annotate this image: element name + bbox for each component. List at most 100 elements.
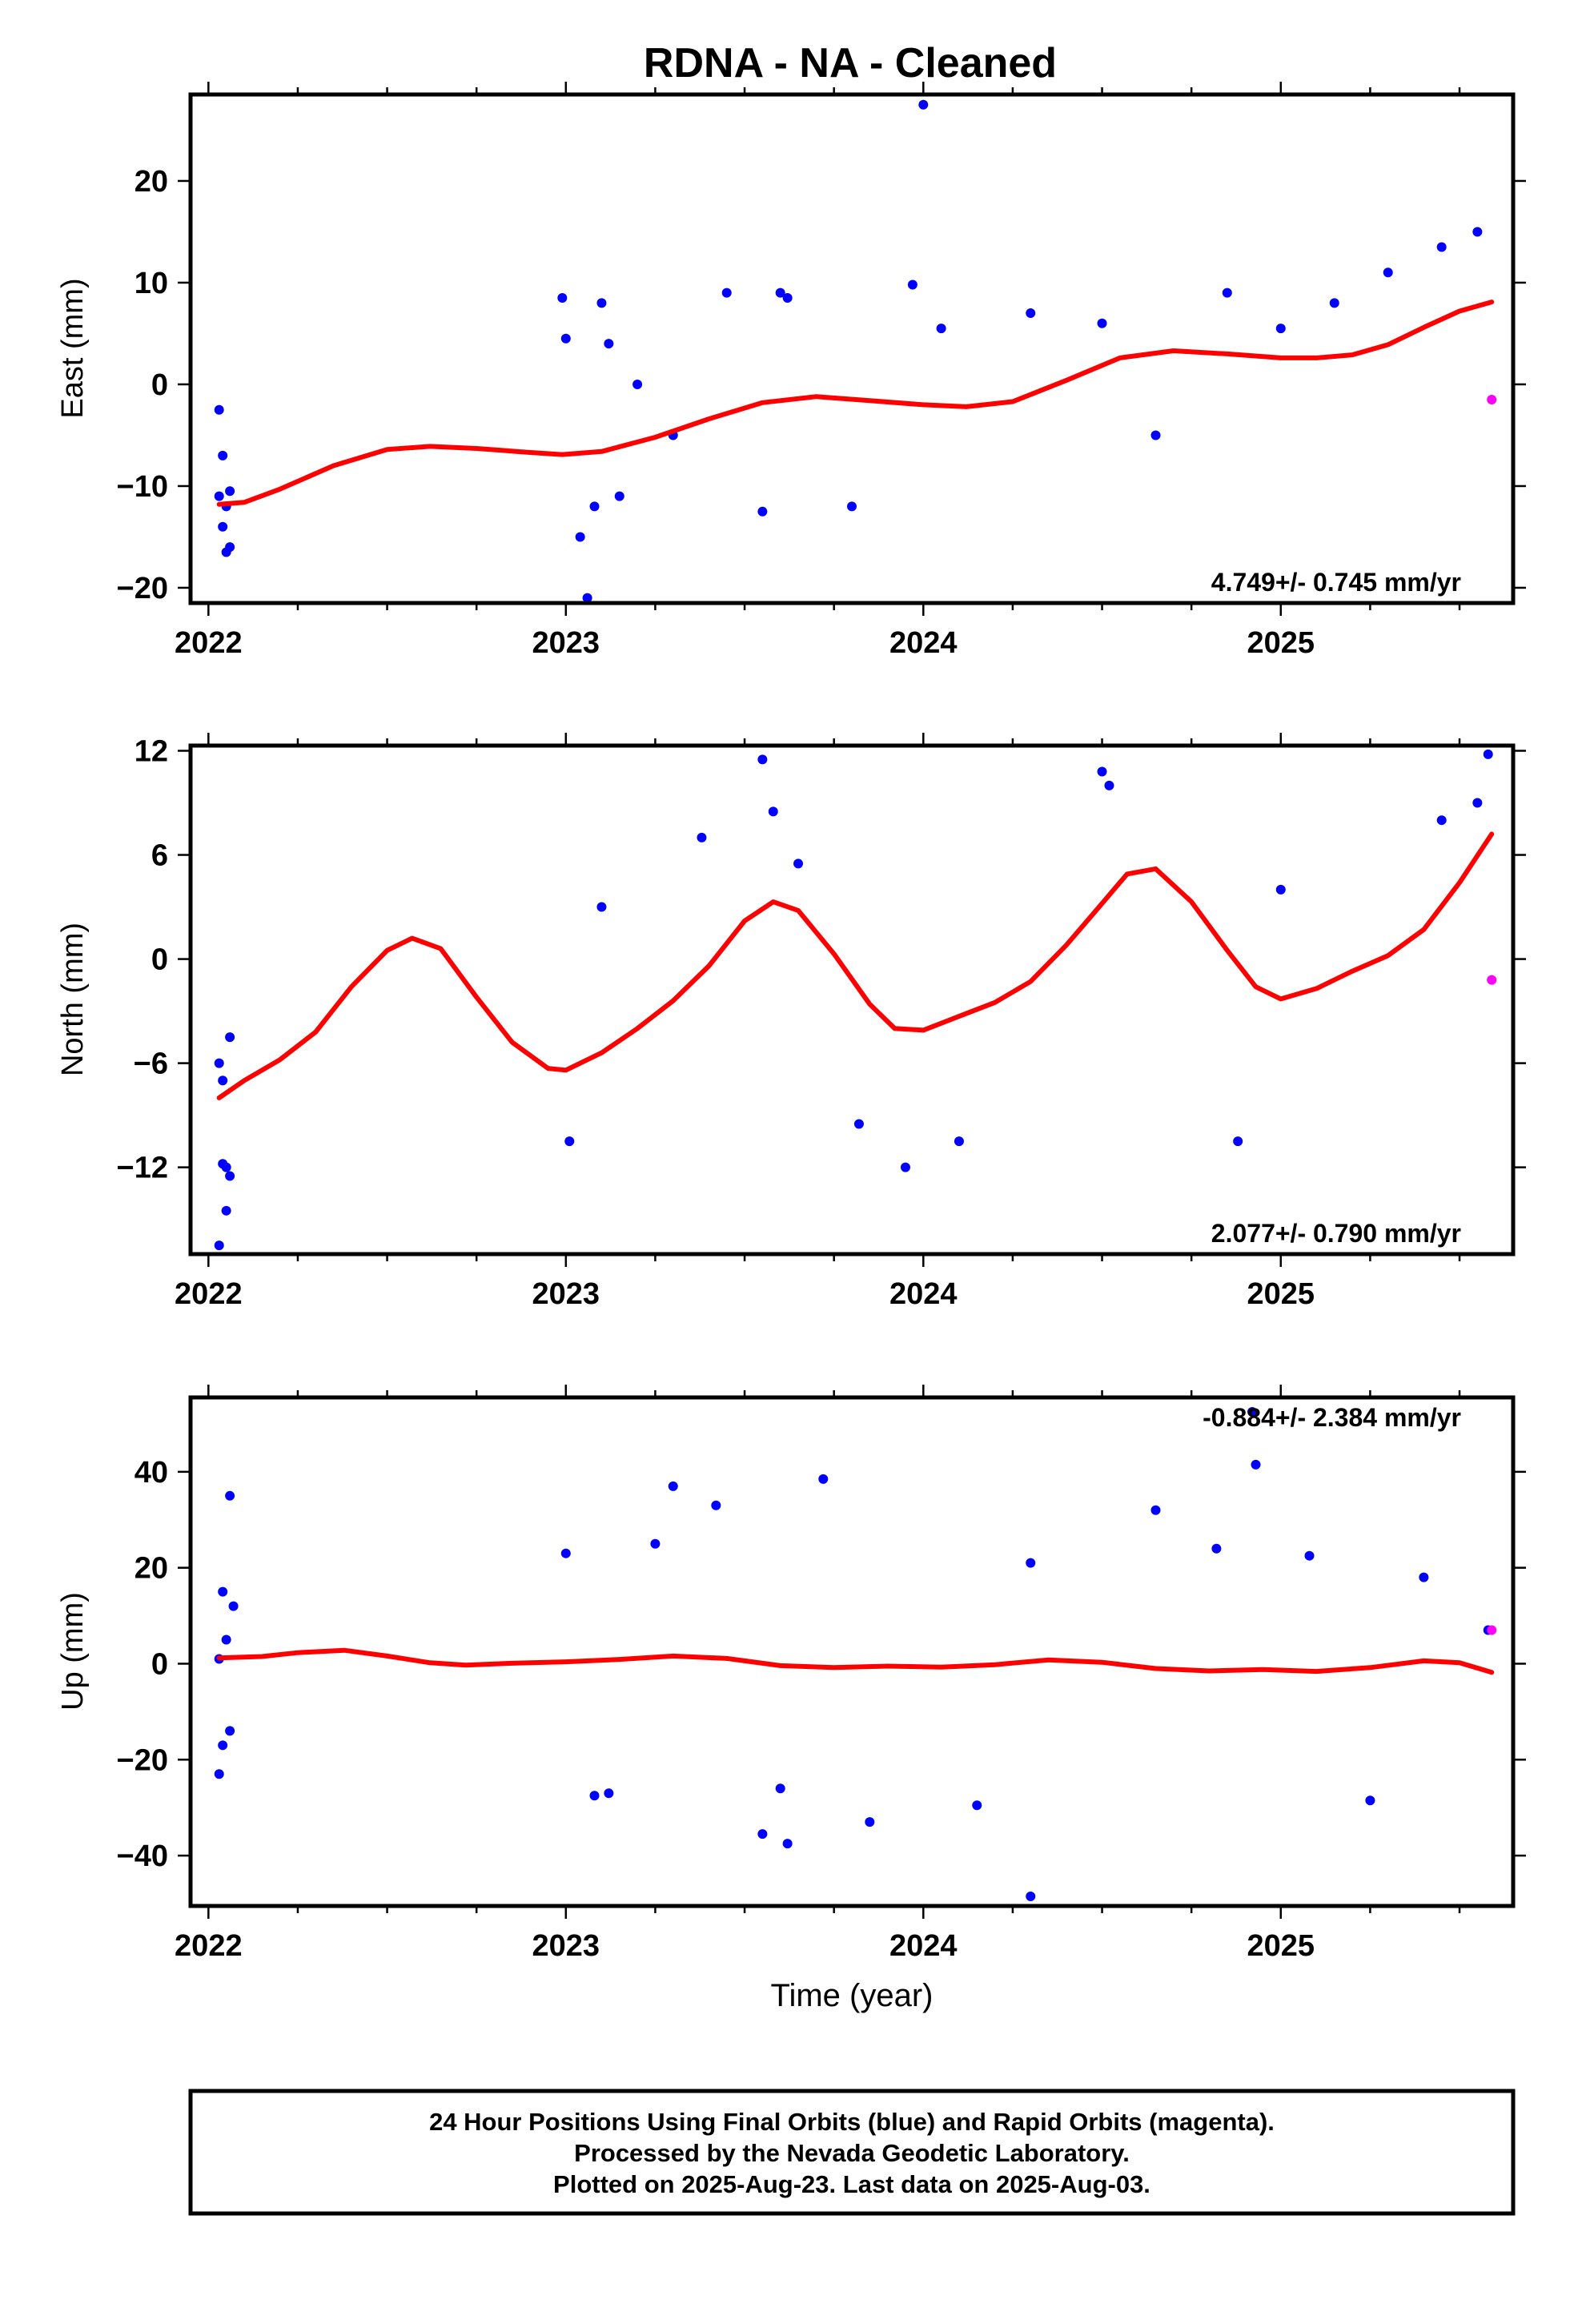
final-orbit-point bbox=[1383, 267, 1393, 278]
final-orbit-point bbox=[614, 491, 624, 501]
north-rate-text: 2.077+/- 0.790 mm/yr bbox=[1211, 1219, 1461, 1248]
final-orbit-point bbox=[697, 832, 707, 842]
east-data bbox=[214, 99, 1497, 603]
north-ticks bbox=[178, 733, 1526, 1267]
final-orbit-point bbox=[768, 806, 778, 817]
final-orbit-point bbox=[865, 1817, 875, 1827]
final-orbit-point bbox=[900, 1162, 910, 1172]
rapid-orbit-point bbox=[1487, 1625, 1497, 1635]
final-orbit-point bbox=[907, 279, 917, 290]
final-orbit-point bbox=[1483, 749, 1493, 759]
east-panel: 2022 2023 2024 2025 −20 −10 0 10 20 East (mm) 4.… bbox=[56, 82, 1526, 660]
x-tick-label: 2022 bbox=[175, 1277, 243, 1311]
y-tick-label: 20 bbox=[135, 165, 168, 199]
final-orbit-point bbox=[954, 1136, 964, 1147]
up-panel: 2022 2023 2024 2025 −40 −20 0 20 40 Up (mm) -0.8… bbox=[56, 1385, 1526, 1963]
final-orbit-point bbox=[214, 491, 224, 501]
x-tick-label: 2024 bbox=[889, 1277, 958, 1311]
rapid-orbit-point bbox=[1487, 975, 1497, 985]
final-orbit-point bbox=[604, 339, 614, 349]
up-data bbox=[214, 1406, 1497, 1902]
final-orbit-point bbox=[214, 1058, 224, 1068]
north-frame bbox=[188, 743, 1516, 1256]
final-orbit-point bbox=[560, 333, 571, 344]
final-orbit-point bbox=[1329, 298, 1339, 308]
final-orbit-point bbox=[775, 1783, 785, 1794]
final-orbit-point bbox=[564, 1136, 575, 1147]
x-tick-label: 2023 bbox=[532, 1929, 600, 1963]
final-orbit-point bbox=[228, 1601, 239, 1611]
final-orbit-point bbox=[757, 1829, 768, 1839]
final-orbit-point bbox=[1097, 766, 1107, 777]
final-orbit-point bbox=[775, 287, 785, 298]
caption-box bbox=[188, 2089, 1516, 2216]
rapid-orbit-points bbox=[1487, 395, 1497, 404]
final-orbit-point bbox=[757, 506, 768, 517]
final-orbit-point bbox=[1104, 780, 1114, 790]
east-axis-label: East (mm) bbox=[56, 278, 90, 418]
caption-line-1: 24 Hour Positions Using Final Orbits (bl… bbox=[429, 2108, 1275, 2136]
y-tick-label: −20 bbox=[117, 572, 168, 605]
rapid-orbit-point bbox=[1487, 395, 1497, 404]
final-orbit-point bbox=[225, 542, 235, 553]
final-orbit-point bbox=[782, 1839, 793, 1849]
y-tick-label: −6 bbox=[134, 1047, 168, 1081]
x-tick-label: 2025 bbox=[1247, 1277, 1315, 1311]
final-orbit-point bbox=[1247, 1406, 1258, 1417]
x-tick-label: 2023 bbox=[532, 1277, 600, 1311]
final-orbit-point bbox=[1150, 430, 1161, 440]
final-orbit-point bbox=[1097, 318, 1107, 328]
final-orbit-point bbox=[1233, 1136, 1243, 1147]
final-orbit-point bbox=[218, 521, 228, 532]
final-orbit-point bbox=[650, 1538, 661, 1549]
final-orbit-points bbox=[214, 99, 1483, 603]
y-tick-label: −10 bbox=[117, 470, 168, 504]
up-tick-labels: 2022 2023 2024 2025 −40 −20 0 20 40 bbox=[117, 1456, 1315, 1963]
up-frame bbox=[188, 1395, 1516, 1908]
final-orbit-point bbox=[225, 1726, 235, 1736]
north-panel: 2022 2023 2024 2025 −12 −6 0 6 12 North (mm) 2.0… bbox=[56, 733, 1526, 1311]
final-orbit-point bbox=[560, 1548, 571, 1558]
final-orbit-point bbox=[1365, 1795, 1375, 1806]
y-tick-label: 20 bbox=[135, 1552, 168, 1586]
x-tick-label: 2022 bbox=[175, 626, 243, 660]
y-tick-label: 6 bbox=[151, 839, 168, 873]
final-orbit-point bbox=[721, 287, 732, 298]
final-orbit-point bbox=[1436, 242, 1447, 252]
final-orbit-point bbox=[1419, 1572, 1429, 1582]
final-orbit-point bbox=[1275, 884, 1286, 895]
final-orbit-point bbox=[218, 1586, 228, 1597]
final-orbit-point bbox=[1436, 815, 1447, 826]
north-tick-labels: 2022 2023 2024 2025 −12 −6 0 6 12 bbox=[117, 735, 1315, 1311]
final-orbit-point bbox=[221, 1162, 231, 1172]
final-orbit-point bbox=[218, 1076, 228, 1086]
fit-curve bbox=[216, 300, 1495, 507]
final-orbit-point bbox=[582, 593, 592, 603]
final-orbit-point bbox=[225, 1171, 235, 1181]
final-orbit-point bbox=[218, 1740, 228, 1751]
rapid-orbit-points bbox=[1487, 975, 1497, 985]
final-orbit-point bbox=[972, 1800, 982, 1811]
north-data bbox=[214, 749, 1497, 1251]
final-orbit-point bbox=[589, 1791, 600, 1801]
final-orbit-point bbox=[818, 1474, 829, 1484]
x-tick-label: 2023 bbox=[532, 626, 600, 660]
final-orbit-point bbox=[711, 1500, 721, 1510]
final-orbit-point bbox=[918, 99, 929, 110]
final-orbit-point bbox=[793, 858, 804, 869]
final-orbit-point bbox=[218, 450, 228, 460]
final-orbit-point bbox=[847, 501, 857, 512]
final-orbit-point bbox=[214, 404, 224, 415]
final-orbit-point bbox=[557, 293, 568, 303]
up-ticks bbox=[178, 1385, 1526, 1919]
final-orbit-point bbox=[1026, 308, 1036, 319]
x-tick-label: 2022 bbox=[175, 1929, 243, 1963]
x-tick-label: 2024 bbox=[889, 626, 958, 660]
fit-curve bbox=[216, 831, 1495, 1100]
final-orbit-point bbox=[1026, 1892, 1036, 1902]
y-tick-label: −40 bbox=[117, 1839, 168, 1873]
x-tick-label: 2024 bbox=[889, 1929, 958, 1963]
final-orbit-point bbox=[221, 1634, 231, 1645]
up-rate-text: -0.884+/- 2.384 mm/yr bbox=[1203, 1403, 1461, 1432]
final-orbit-point bbox=[214, 1769, 224, 1779]
